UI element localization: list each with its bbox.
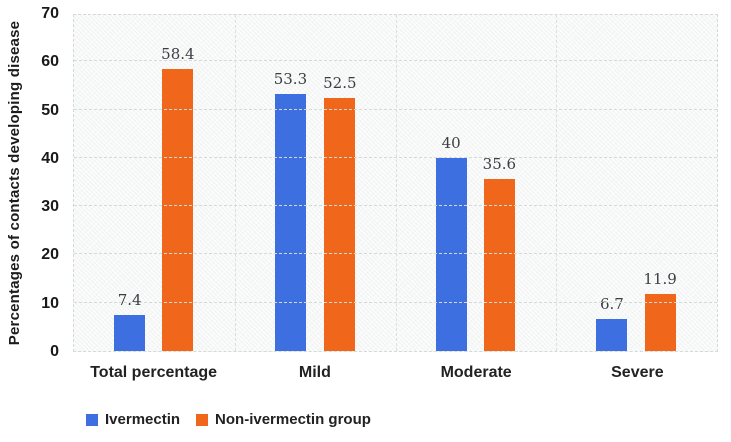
bar-value-label: 35.6 — [482, 155, 517, 174]
bar-value-label: 53.3 — [273, 69, 308, 88]
bar-and-label: 35.6 — [483, 155, 516, 351]
legend-label: Ivermectin — [105, 411, 181, 428]
bar-group: 53.3 52.5 — [235, 15, 396, 351]
bar-and-label: 11.9 — [643, 269, 677, 351]
y-axis-ticks: 0 10 20 30 40 50 60 70 — [0, 5, 66, 360]
bar — [274, 93, 306, 351]
category-label: Total percentage — [90, 364, 218, 381]
bar-value-label: 40 — [441, 133, 461, 152]
bar-and-label: 7.4 — [114, 291, 146, 351]
category-label: Severe — [611, 364, 664, 381]
bar-and-label: 40 — [435, 133, 467, 351]
bar-value-label: 11.9 — [643, 269, 677, 288]
y-tick-label: 30 — [41, 198, 59, 216]
bar-group: 6.7 11.9 — [556, 15, 717, 351]
y-tick-label: 10 — [41, 294, 59, 312]
legend-item: Non-ivermectin group — [196, 411, 371, 428]
bar-group: 7.4 58.4 — [74, 15, 235, 351]
bar-value-label: 58.4 — [161, 45, 195, 64]
plot-area: 7.4 58.4 53.3 52.5 40 35.6 6.7 11.9 — [73, 14, 718, 352]
vertical-gridline — [395, 15, 397, 351]
category-label: Moderate — [440, 364, 512, 381]
category-label: Mild — [298, 364, 331, 381]
legend-swatch-icon — [196, 413, 209, 426]
legend-item: Ivermectin — [86, 411, 180, 428]
bar — [162, 69, 194, 351]
y-tick-label: 70 — [41, 5, 59, 22]
legend: Ivermectin Non-ivermectin group — [86, 411, 371, 428]
y-tick-label: 60 — [41, 53, 59, 71]
bar-group: 40 35.6 — [396, 15, 557, 351]
y-tick-label: 20 — [41, 246, 59, 264]
bar — [483, 179, 515, 351]
bar-and-label: 53.3 — [274, 70, 307, 351]
y-tick-label: 0 — [50, 343, 59, 360]
bar-value-label: 52.5 — [323, 73, 357, 92]
legend-label: Non-ivermectin group — [215, 411, 371, 428]
y-tick-label: 40 — [41, 149, 59, 167]
bar-and-label: 58.4 — [161, 45, 195, 351]
bar-value-label: 6.7 — [599, 294, 624, 313]
bar-value-label: 7.4 — [117, 291, 142, 310]
bar — [596, 318, 628, 351]
y-tick-label: 50 — [41, 101, 59, 119]
bar — [644, 293, 676, 351]
category-labels: Total percentage Mild Moderate Severe — [73, 364, 718, 382]
bar — [324, 97, 356, 351]
vertical-gridline — [556, 15, 558, 351]
bar-and-label: 52.5 — [323, 73, 357, 351]
bar-and-label: 6.7 — [596, 294, 628, 351]
bar — [114, 315, 146, 351]
vertical-gridline — [234, 15, 236, 351]
legend-swatch-icon — [86, 413, 98, 426]
